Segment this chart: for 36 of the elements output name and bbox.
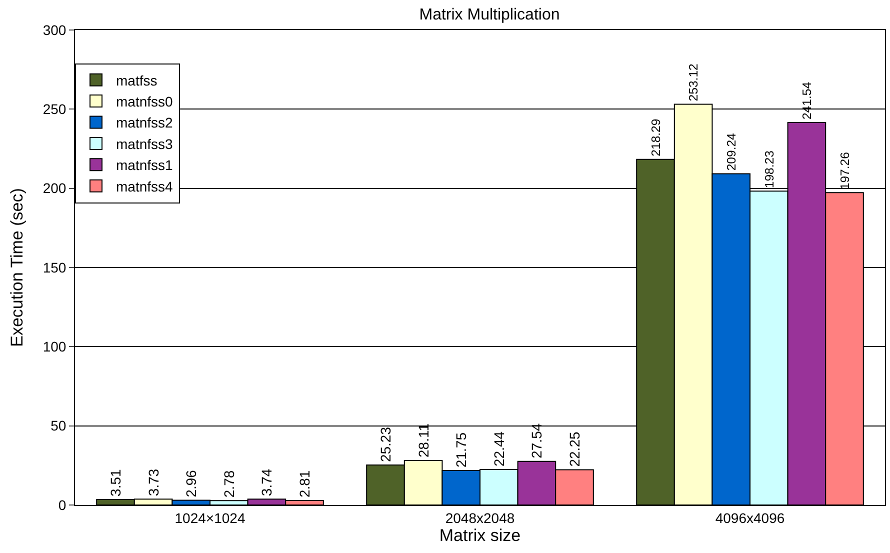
legend-label: matfss — [116, 72, 158, 88]
y-tick-label: 250 — [42, 101, 66, 118]
legend-label: matnfss3 — [116, 136, 174, 152]
y-axis-title: Execution Time (sec) — [7, 188, 26, 347]
data-label: 22.25 — [566, 432, 582, 467]
y-tick-label: 100 — [42, 338, 66, 355]
legend-label: matnfss4 — [116, 178, 174, 194]
data-label: 3.73 — [145, 468, 162, 496]
data-label: 3.51 — [108, 468, 124, 496]
x-axis-title: Matrix size — [439, 526, 521, 546]
data-label: 209.24 — [724, 132, 738, 171]
data-label: 22.44 — [490, 431, 507, 466]
data-label: 2.78 — [220, 470, 237, 498]
legend-label: matnfss0 — [116, 94, 174, 110]
data-label: 197.26 — [838, 152, 852, 190]
y-tick-label: 150 — [42, 259, 66, 276]
y-tick-label: 50 — [50, 418, 66, 434]
x-tick-label: 4096x4096 — [715, 510, 785, 526]
x-tick-label: 2048x2048 — [445, 510, 515, 526]
chart-title: Matrix Multiplication — [419, 6, 560, 24]
y-tick-label: 300 — [42, 22, 66, 38]
data-label: 218.29 — [648, 118, 663, 156]
y-tick-label: 0 — [58, 496, 66, 513]
legend-label: matnfss1 — [116, 157, 174, 174]
x-tick-label: 1024×1024 — [174, 510, 246, 526]
y-tick-label: 200 — [42, 180, 66, 196]
data-label: 21.75 — [453, 432, 470, 468]
legend-label: matnfss2 — [116, 114, 174, 131]
data-label: 3.74 — [258, 468, 275, 496]
data-label: 241.54 — [800, 82, 814, 120]
data-label: 28.11 — [415, 423, 432, 458]
data-label: 2.81 — [296, 470, 312, 498]
data-label: 253.12 — [686, 63, 701, 102]
data-label: 25.23 — [378, 426, 394, 462]
data-label: 2.96 — [183, 470, 200, 498]
data-label: 198.23 — [762, 150, 776, 188]
